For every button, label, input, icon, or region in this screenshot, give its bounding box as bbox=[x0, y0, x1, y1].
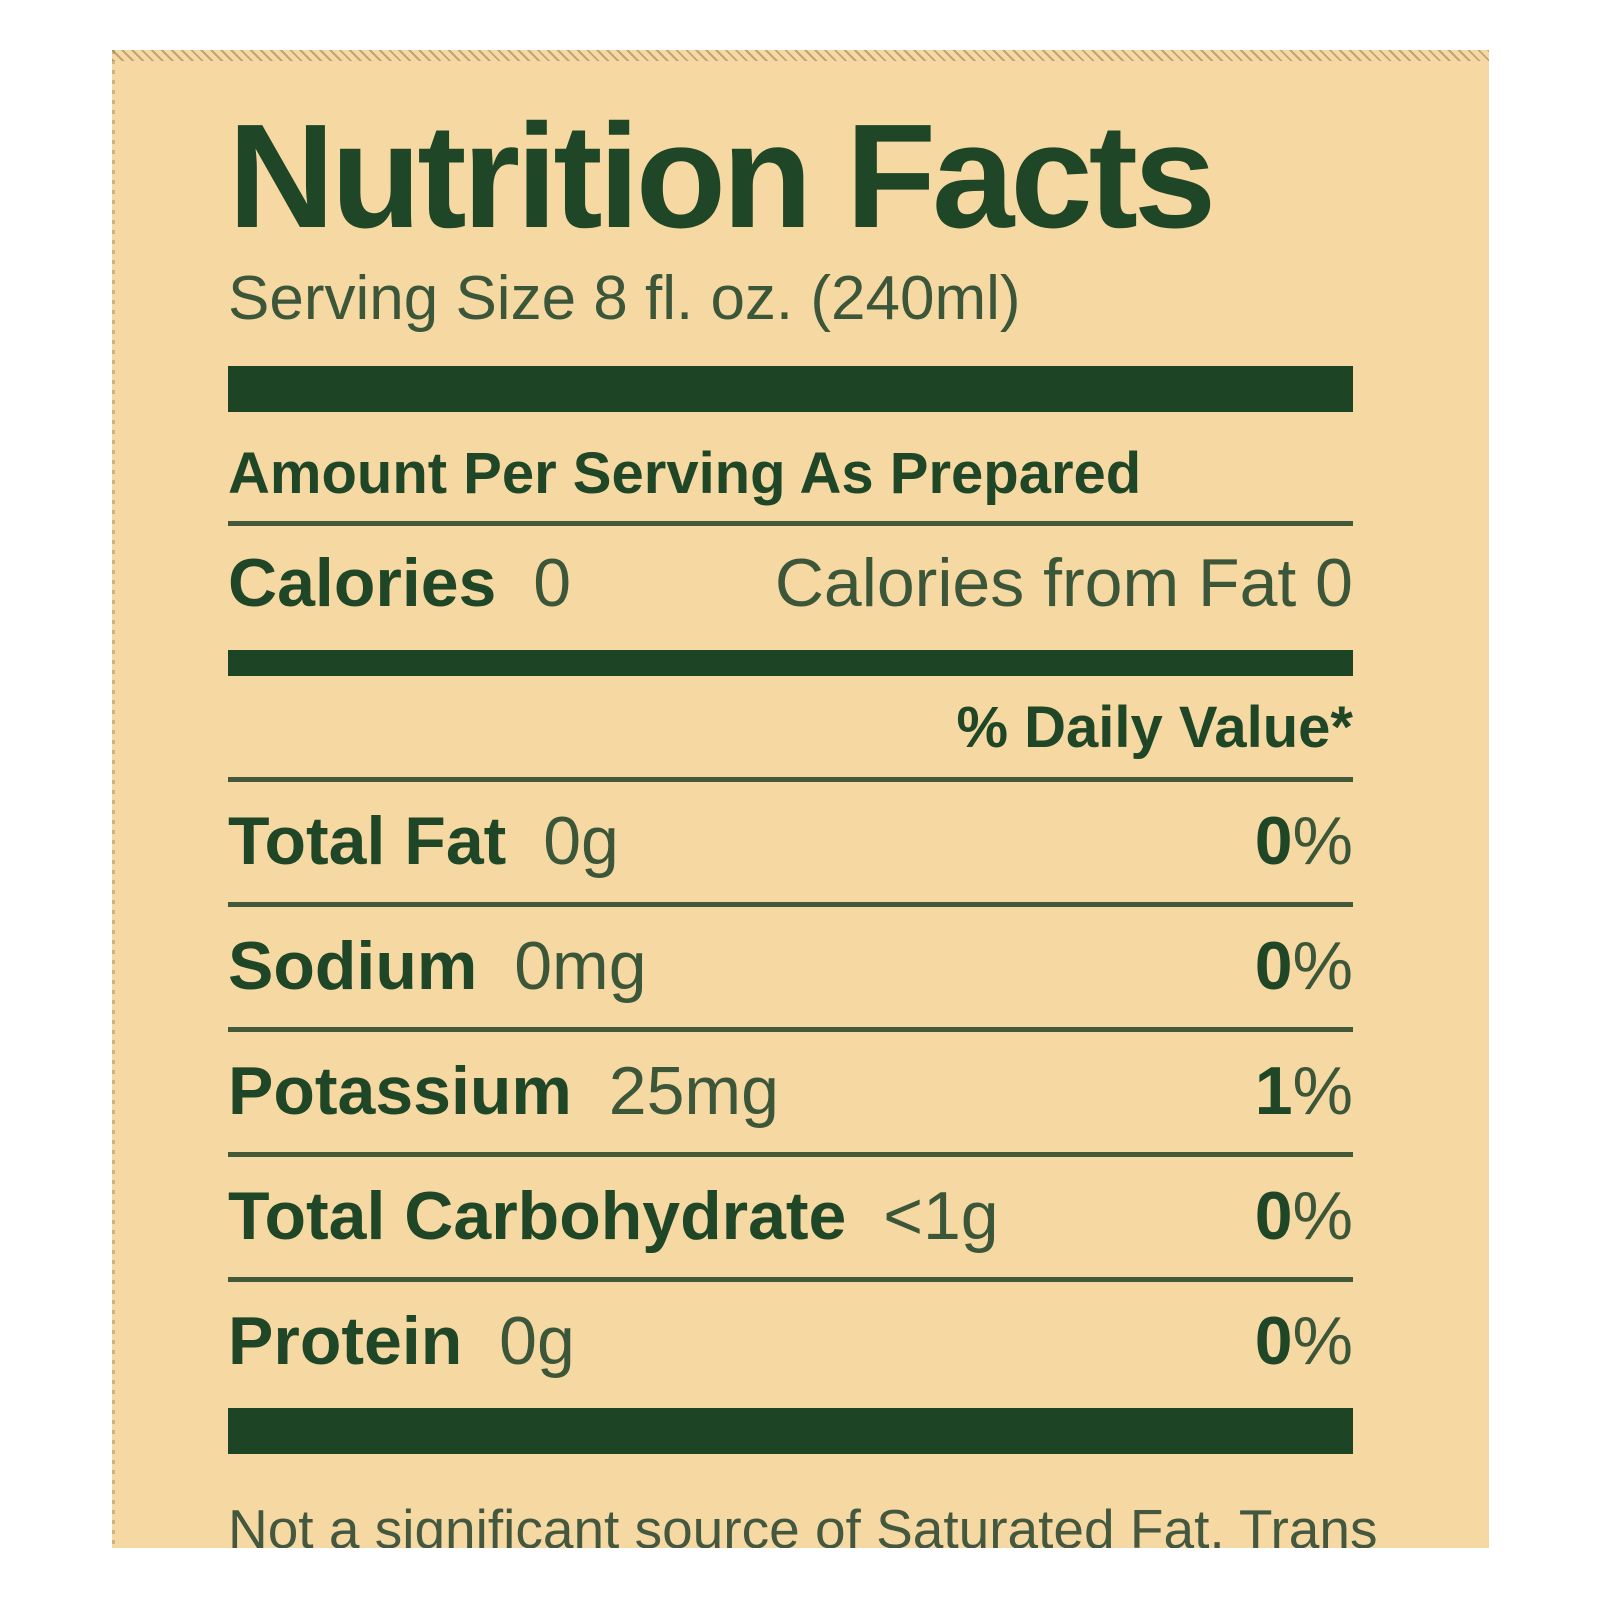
dv-number: 1 bbox=[1254, 1052, 1293, 1129]
nutrient-left: Potassium 25mg bbox=[228, 1052, 779, 1130]
nutrient-row-total-carbohydrate: Total Carbohydrate <1g 0% bbox=[228, 1157, 1357, 1277]
percent-sign: % bbox=[1292, 802, 1353, 879]
nutrient-daily-value: 0% bbox=[1255, 1302, 1353, 1380]
serving-size: Serving Size 8 fl. oz. (240ml) bbox=[228, 263, 1021, 333]
percent-sign: % bbox=[1292, 1177, 1353, 1254]
nutrient-name: Total Fat bbox=[228, 802, 507, 879]
dv-number: 0 bbox=[1254, 927, 1293, 1004]
nutrient-daily-value: 0% bbox=[1255, 927, 1353, 1005]
daily-value-header: % Daily Value* bbox=[956, 694, 1353, 760]
footnote-not-significant: Not a significant source of Saturated Fa… bbox=[228, 1497, 1378, 1548]
dv-number: 0 bbox=[1254, 1177, 1293, 1254]
calories-label: Calories bbox=[228, 544, 497, 621]
rule-divider bbox=[228, 1026, 1353, 1032]
rule-divider bbox=[228, 1151, 1353, 1157]
dv-number: 0 bbox=[1254, 1302, 1293, 1379]
nutrient-name: Total Carbohydrate bbox=[228, 1177, 847, 1254]
percent-sign: % bbox=[1292, 1052, 1353, 1129]
nutrient-amount: 0g bbox=[543, 802, 619, 879]
footnotes: Not a significant source of Saturated Fa… bbox=[228, 1498, 1461, 1548]
dv-number: 0 bbox=[1254, 802, 1293, 879]
rule-divider bbox=[228, 1276, 1353, 1282]
nutrient-row-total-fat: Total Fat 0g 0% bbox=[228, 782, 1357, 902]
rule-divider bbox=[228, 776, 1353, 782]
calories-value: 0 bbox=[533, 544, 572, 621]
calories-from-fat: Calories from Fat 0 bbox=[774, 544, 1353, 621]
percent-sign: % bbox=[1292, 1302, 1353, 1379]
nutrient-amount: 0g bbox=[499, 1302, 575, 1379]
nutrient-name: Potassium bbox=[228, 1052, 572, 1129]
nutrition-facts-label: Nutrition Facts Serving Size 8 fl. oz. (… bbox=[112, 50, 1489, 1548]
nutrient-amount: 0mg bbox=[514, 927, 647, 1004]
label-title: Nutrition Facts bbox=[228, 94, 1216, 259]
nutrient-row-sodium: Sodium 0mg 0% bbox=[228, 907, 1357, 1027]
nutrient-amount: 25mg bbox=[608, 1052, 779, 1129]
separator-bar-thick bbox=[228, 365, 1353, 412]
nutrient-amount: <1g bbox=[883, 1177, 999, 1254]
amount-per-serving-header: Amount Per Serving As Prepared bbox=[228, 440, 1142, 506]
nutrient-daily-value: 0% bbox=[1255, 1177, 1353, 1255]
separator-bar-thick bbox=[228, 1407, 1353, 1454]
nutrient-daily-value: 0% bbox=[1255, 802, 1353, 880]
nutrient-left: Protein 0g bbox=[228, 1302, 575, 1380]
nutrient-name: Sodium bbox=[228, 927, 478, 1004]
separator-bar-medium bbox=[228, 649, 1353, 676]
rule-divider bbox=[228, 520, 1353, 526]
nutrient-row-protein: Protein 0g 0% bbox=[228, 1282, 1357, 1402]
nutrient-left: Sodium 0mg bbox=[228, 927, 647, 1005]
calories-row: Calories 0 Calories from Fat 0 bbox=[228, 526, 1357, 646]
nutrient-name: Protein bbox=[228, 1302, 463, 1379]
nutrient-left: Total Fat 0g bbox=[228, 802, 619, 880]
calories-left: Calories 0 bbox=[228, 544, 571, 622]
rule-divider bbox=[228, 901, 1353, 907]
percent-sign: % bbox=[1292, 927, 1353, 1004]
nutrient-left: Total Carbohydrate <1g bbox=[228, 1177, 999, 1255]
nutrient-row-potassium: Potassium 25mg 1% bbox=[228, 1032, 1357, 1152]
nutrient-daily-value: 1% bbox=[1255, 1052, 1353, 1130]
